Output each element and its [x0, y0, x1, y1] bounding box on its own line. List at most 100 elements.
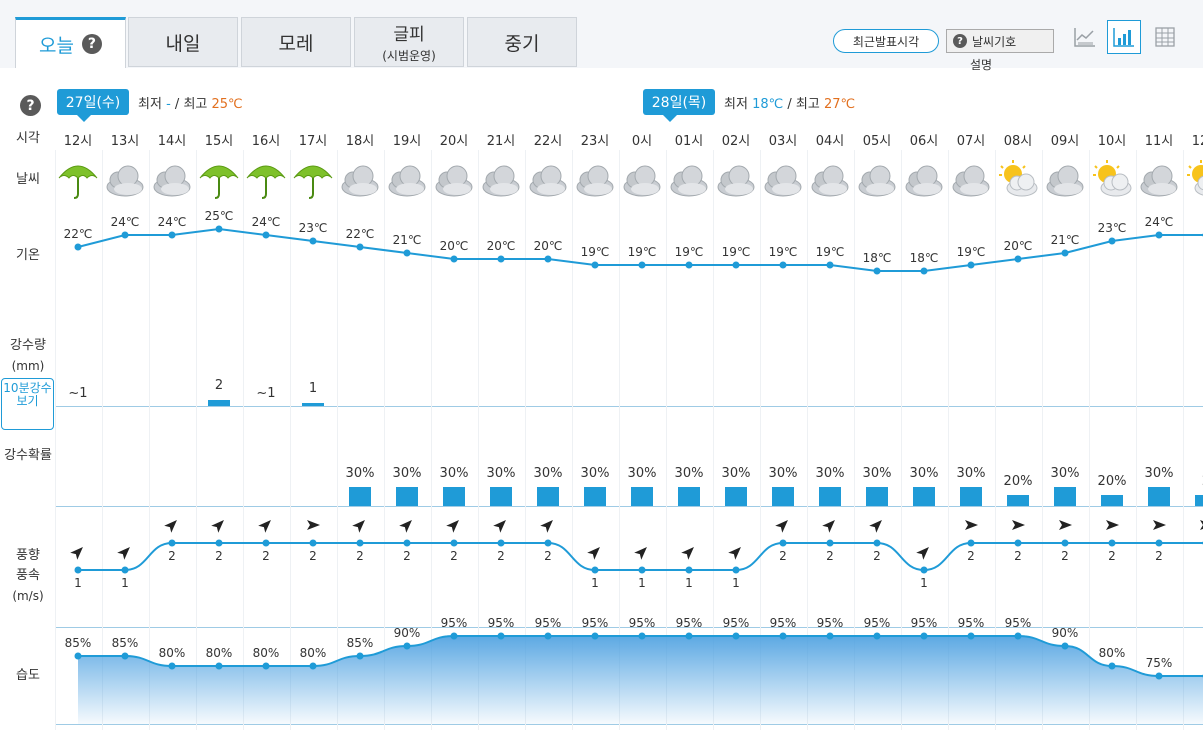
row-label-precipitation-unit: (mm) [11, 359, 45, 373]
column-separator [901, 150, 902, 730]
temperature-label: 24℃ [1144, 215, 1174, 229]
humidity-label: 85% [346, 636, 374, 650]
wind-direction-arrow-icon [965, 520, 978, 530]
bar-chart-view-button[interactable] [1107, 20, 1141, 54]
hour-label: 20시 [439, 134, 469, 149]
help-icon[interactable]: ? [81, 34, 102, 54]
precip-probability-bar [490, 487, 512, 506]
wind-speed-point [1108, 539, 1116, 547]
tab-midterm[interactable]: 중기 [467, 17, 577, 67]
wind-speed-point [544, 539, 552, 547]
humidity-label: 95% [910, 616, 938, 630]
max-value: 25℃ [211, 97, 243, 112]
humidity-point [544, 632, 552, 640]
ten-minute-rain-label: 10분강수보기 [3, 381, 52, 408]
precip-probability-label: 30% [486, 466, 516, 481]
table-view-button[interactable] [1148, 20, 1182, 54]
hour-label: 15시 [204, 134, 234, 149]
recent-announcement-button[interactable]: 최근발표시각 [833, 29, 939, 53]
precip-probability-label: 30% [1144, 466, 1174, 481]
row-label-wind-unit: (m/s) [12, 589, 44, 603]
tab-today[interactable]: 오늘 ? [15, 17, 126, 68]
wind-direction-arrow-icon [822, 520, 835, 533]
temperature-point [826, 261, 834, 269]
ten-minute-rain-button[interactable]: 10분강수보기 [1, 378, 54, 430]
precipitation-label: 1 [308, 381, 318, 396]
humidity-label: 95% [487, 616, 515, 630]
min-value: - [166, 97, 171, 112]
weather-cell [572, 158, 618, 202]
wind-direction-arrow-icon [540, 520, 553, 533]
wind-speed-label: 2 [168, 549, 176, 563]
section-divider [56, 406, 1203, 407]
wind-speed-point [1155, 539, 1163, 547]
humidity-point [873, 632, 881, 640]
humidity-label: 80% [1098, 646, 1126, 660]
weather-cell [619, 158, 665, 202]
precipitation-label: 2 [214, 378, 224, 393]
partly-sunny-icon [1187, 160, 1203, 196]
umbrella-icon [58, 165, 98, 199]
hour-label: 06시 [909, 134, 939, 149]
precip-probability-bar [866, 487, 888, 506]
precip-probability-bar [396, 487, 418, 506]
precip-probability-bar [443, 487, 465, 506]
wind-speed-point [967, 539, 975, 547]
temperature-label: 18℃ [909, 251, 939, 265]
precip-probability-label: 30% [768, 466, 798, 481]
tab-tomorrow[interactable]: 내일 [128, 17, 238, 67]
wind-speed-label: 2 [215, 549, 223, 563]
precip-probability-bar [537, 487, 559, 506]
cloudy-icon [905, 165, 943, 197]
hour-label: 11시 [1144, 134, 1174, 149]
temperature-point [356, 243, 364, 251]
humidity-label: 80% [158, 646, 186, 660]
line-chart-view-button[interactable] [1068, 20, 1102, 54]
wind-speed-point [215, 539, 223, 547]
temperature-label: 18℃ [862, 251, 892, 265]
tab-today-label: 오늘 [39, 34, 74, 57]
tab-midterm-label: 중기 [504, 32, 540, 55]
hour-label: 09시 [1050, 134, 1080, 149]
weather-cell [666, 158, 712, 202]
tab-day-3[interactable]: 글피 (시범운영) [354, 17, 464, 67]
precip-probability-bar [960, 487, 982, 506]
weather-cell [431, 158, 477, 202]
weather-cell [1089, 158, 1135, 202]
temperature-point [544, 255, 552, 263]
wind-speed-point [262, 539, 270, 547]
column-separator [337, 150, 338, 730]
cloudy-icon [1140, 165, 1178, 197]
humidity-label: 95% [816, 616, 844, 630]
temperature-label: 20℃ [1003, 239, 1033, 253]
column-separator [149, 150, 150, 730]
humidity-point [685, 632, 693, 640]
temperature-point [1108, 237, 1116, 245]
precip-probability-label: 30% [909, 466, 939, 481]
hour-label: 03시 [768, 134, 798, 149]
cloudy-icon [153, 165, 191, 197]
section-divider [56, 724, 1203, 725]
temperature-label: 24℃ [251, 215, 281, 229]
bar-chart-view-icon [1113, 28, 1134, 47]
humidity-point [732, 632, 740, 640]
hour-label: 02시 [721, 134, 751, 149]
wind-speed-label: 2 [544, 549, 552, 563]
help-icon[interactable]: ? [20, 95, 41, 116]
hour-label: 04시 [815, 134, 845, 149]
weather-cell [384, 158, 430, 202]
weather-cell [243, 158, 289, 202]
tab-day-after[interactable]: 모레 [241, 17, 351, 67]
temperature-label: 22℃ [345, 227, 375, 241]
weather-cell [713, 158, 759, 202]
temperature-label: 2 [1183, 215, 1203, 229]
wind-direction-arrow-icon [493, 520, 506, 533]
weather-cell [149, 158, 195, 202]
cloudy-icon [529, 165, 567, 197]
tab-day-after-label: 모레 [278, 32, 314, 55]
wind-direction-arrow-icon [587, 547, 600, 560]
temperature-label: 19℃ [768, 245, 798, 259]
row-label-precip-probability: 강수확률 [4, 448, 52, 463]
weather-legend-button[interactable]: ? 날씨기호 [946, 29, 1054, 53]
wind-speed-point [121, 566, 129, 574]
